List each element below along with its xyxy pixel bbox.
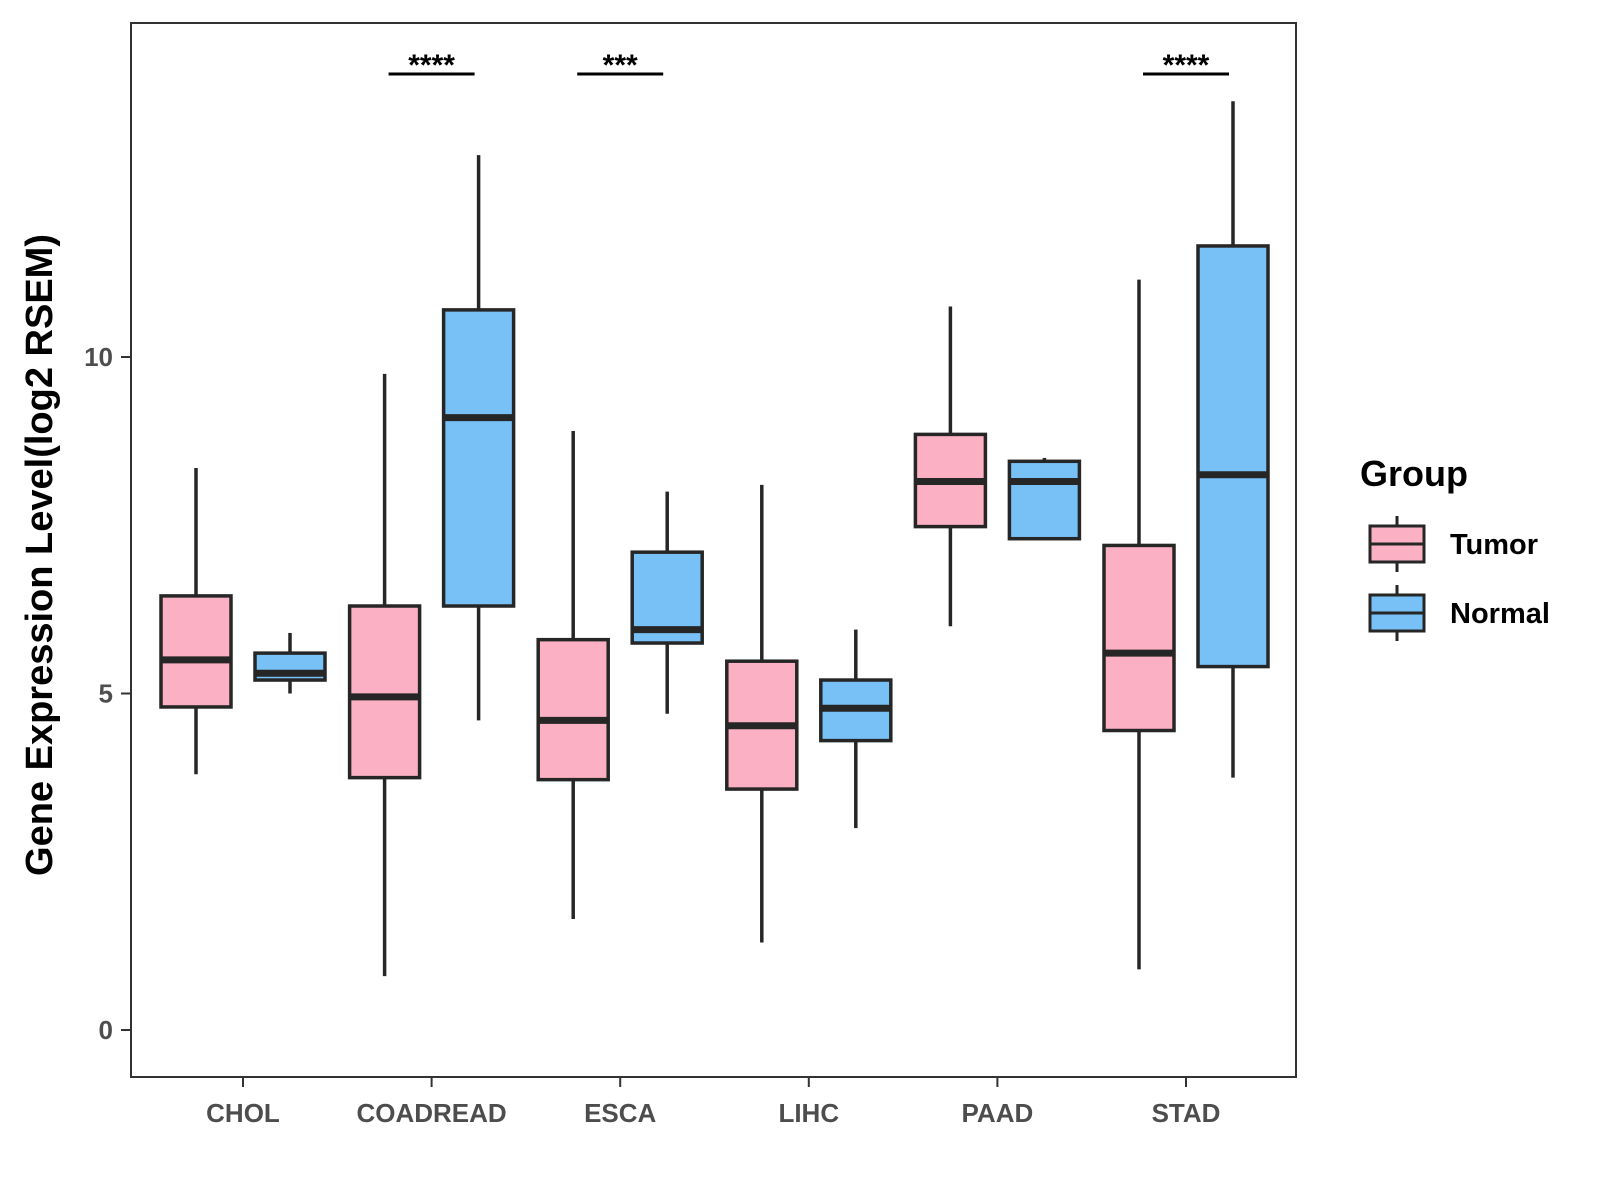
box-tumor-lihc [725, 484, 799, 943]
x-tick-label-stad: STAD [1152, 1098, 1221, 1128]
box-normal-coadread [441, 155, 516, 721]
legend-title: Group [1360, 453, 1468, 494]
axes: 0 5 10 CHOL COADREAD ESCA LIHC PAAD STAD [84, 22, 1297, 1128]
significance-annotations: **** *** **** [388, 49, 1229, 82]
box-normal-lihc [819, 629, 893, 829]
box-normal-paad [1007, 457, 1082, 541]
x-tick-label-lihc: LIHC [778, 1098, 839, 1128]
x-tick-label-esca: ESCA [584, 1098, 656, 1128]
significance-coadread: **** [388, 49, 475, 82]
significance-esca: *** [577, 49, 664, 82]
boxes [159, 101, 1270, 977]
y-tick-label: 10 [84, 342, 113, 372]
legend-item-tumor: Tumor [1368, 516, 1538, 572]
legend-label: Tumor [1450, 529, 1538, 561]
y-tick-label: 5 [99, 679, 113, 709]
box-body [1007, 459, 1082, 541]
significance-label: **** [1163, 49, 1210, 82]
box-normal-chol [253, 632, 327, 694]
significance-stad: **** [1143, 49, 1229, 82]
box-body [1102, 543, 1176, 733]
x-tick-label-paad: PAAD [962, 1098, 1034, 1128]
legend-label: Normal [1450, 598, 1550, 630]
y-tick-label: 0 [99, 1015, 113, 1045]
box-body [1196, 244, 1270, 669]
plot-border [130, 22, 1297, 1078]
legend: Group Tumor Normal [1360, 453, 1550, 641]
box-body [536, 637, 610, 782]
significance-label: **** [408, 49, 455, 82]
x-tick-label-coadread: COADREAD [356, 1098, 506, 1128]
x-tick-label-chol: CHOL [206, 1098, 280, 1128]
box-tumor-coadread [347, 373, 422, 977]
box-tumor-stad [1102, 279, 1176, 970]
box-body [441, 308, 516, 608]
legend-item-normal: Normal [1368, 585, 1550, 641]
significance-label: *** [603, 49, 638, 82]
box-normal-stad [1196, 101, 1270, 778]
y-axis-label: Gene Expression Level(log2 RSEM) [19, 234, 61, 876]
box-body [159, 594, 233, 709]
box-tumor-esca [536, 431, 610, 919]
box-body [347, 604, 422, 780]
box-tumor-paad [913, 306, 988, 627]
box-tumor-chol [159, 468, 233, 775]
box-normal-esca [630, 491, 704, 714]
